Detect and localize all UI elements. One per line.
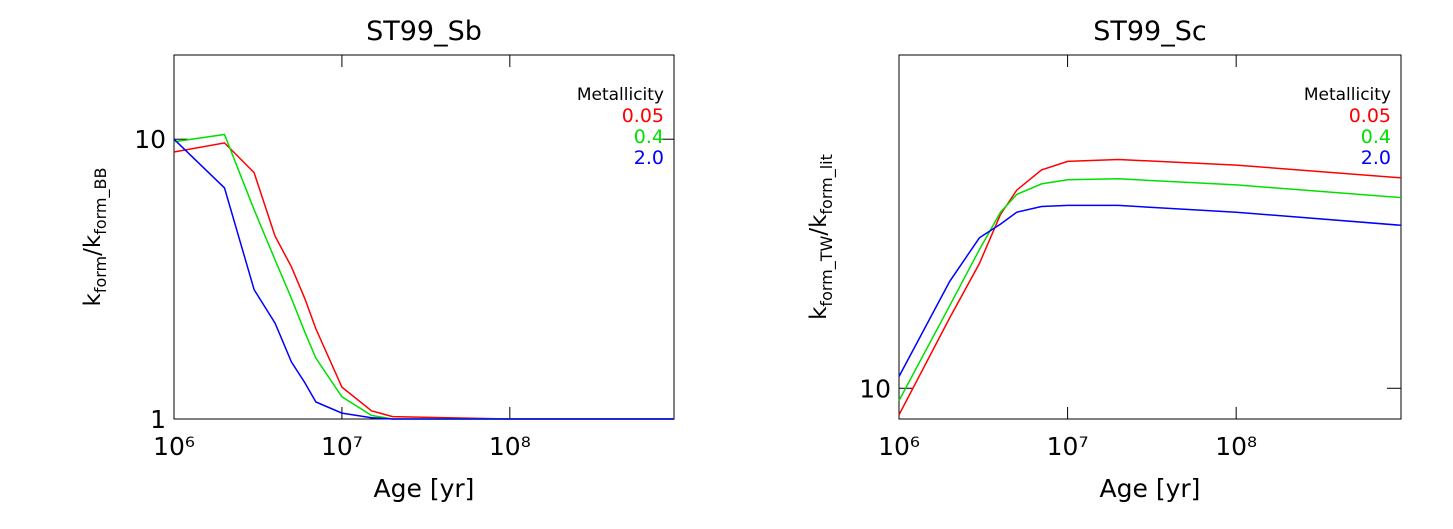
x-tick-label: 10⁸ — [489, 432, 531, 461]
series-line — [173, 138, 674, 420]
chart-title: ST99_Sb — [366, 16, 482, 47]
plot-frame — [898, 54, 1402, 420]
legend-label: 2.0 — [1361, 147, 1391, 169]
y-axis-label-part: form_BB — [91, 168, 111, 235]
legend-title: Metallicity — [1304, 85, 1391, 105]
series-line — [898, 158, 1402, 416]
y-axis-label-part: /k — [80, 234, 106, 256]
y-axis-label-part: form_lit — [817, 154, 837, 214]
x-axis-label: Age [yr] — [1100, 474, 1201, 503]
series-line — [898, 178, 1402, 401]
legend-label: 0.4 — [634, 126, 664, 148]
series-line — [173, 133, 674, 420]
y-tick-label: 1 — [150, 405, 166, 434]
y-axis-label-part: form — [91, 256, 110, 293]
series-line — [898, 204, 1402, 377]
panel: ST99_Sb 10⁶ 10⁷ 10⁸ 1 10 Age [yr] kform/kform_B… — [80, 16, 675, 503]
y-axis-label-part: /k — [806, 214, 832, 236]
y-tick-label: 10 — [134, 125, 166, 154]
x-axis-label: Age [yr] — [374, 474, 475, 503]
plot-frame — [173, 54, 675, 420]
panel: ST99_Sc 10⁶ 10⁷ 10⁸ 10 Age [yr] kform_TW/kform… — [806, 16, 1402, 503]
chart-title: ST99_Sc — [1093, 16, 1206, 47]
legend-label: 0.05 — [1349, 105, 1391, 127]
y-axis-label-part: k — [806, 306, 832, 320]
y-tick-label: 10 — [859, 374, 891, 403]
x-tick-label: 10⁷ — [321, 432, 363, 461]
y-axis-label: kform/kform_BB — [80, 168, 111, 307]
legend-label: 0.4 — [1361, 126, 1391, 148]
y-axis-label: kform_TW/kform_lit — [806, 154, 837, 320]
legend-title: Metallicity — [577, 85, 664, 105]
legend-label: 2.0 — [634, 147, 664, 169]
y-axis-label-part: k — [80, 292, 106, 306]
x-tick-label: 10⁸ — [1215, 432, 1257, 461]
legend-label: 0.05 — [622, 105, 664, 127]
x-tick-label: 10⁶ — [153, 432, 195, 461]
series-line — [173, 142, 674, 420]
x-tick-label: 10⁷ — [1047, 432, 1089, 461]
y-axis-label-part: form_TW — [817, 235, 837, 306]
x-tick-label: 10⁶ — [878, 432, 920, 461]
